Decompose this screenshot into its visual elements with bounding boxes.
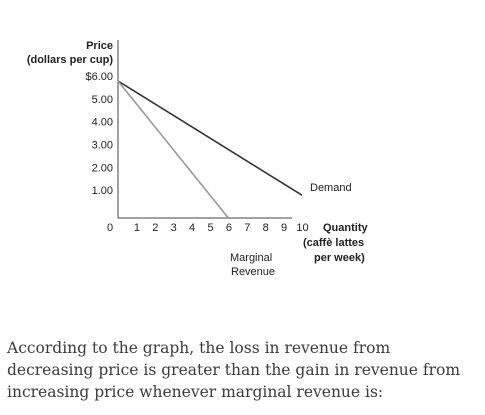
marginal-revenue-label-line-2: Revenue — [231, 266, 275, 278]
y-tick-label: 4.00 — [92, 117, 113, 129]
question-text: According to the graph, the loss in reve… — [7, 339, 461, 401]
y-axis-title: Price (dollars per cup) — [27, 40, 114, 66]
y-tick-label: 5.00 — [92, 94, 113, 106]
series-lines — [117, 80, 303, 219]
x-tick-labels: 0 1 2 3 4 5 6 7 8 9 10 — [107, 222, 309, 234]
x-axis-title-line-3: per week) — [314, 252, 365, 264]
x-tick-label: 3 — [171, 222, 177, 234]
x-tick-label: 7 — [244, 222, 250, 234]
y-tick-label: $6.00 — [85, 71, 113, 83]
x-tick-label: 9 — [281, 222, 287, 234]
y-axis-title-line-1: Price — [86, 40, 113, 52]
x-tick-label: 0 — [107, 222, 113, 234]
demand-line — [117, 80, 303, 196]
marginal-revenue-label-line-1: Marginal — [230, 252, 272, 264]
x-tick-label: 10 — [296, 222, 308, 234]
y-tick-label: 3.00 — [92, 140, 113, 152]
x-axis-title-line-1: Quantity — [323, 222, 368, 234]
demand-label: Demand — [310, 182, 352, 194]
y-tick-label: 2.00 — [92, 162, 113, 174]
x-tick-label: 2 — [152, 222, 158, 234]
x-tick-label: 8 — [263, 222, 269, 234]
marginal-revenue-line — [117, 80, 230, 219]
x-tick-label: 1 — [134, 222, 140, 234]
y-tick-label: 1.00 — [92, 185, 113, 197]
y-tick-labels: 1.00 2.00 3.00 4.00 5.00 $6.00 — [85, 71, 113, 197]
x-axis-title: Quantity (caffè lattes per week) — [303, 222, 368, 264]
x-tick-label: 5 — [207, 222, 213, 234]
demand-mr-chart: Price (dollars per cup) 1.00 2.00 3.00 4.00… — [27, 40, 368, 278]
x-tick-label: 4 — [189, 222, 195, 234]
x-tick-label: 6 — [226, 222, 232, 234]
y-axis-title-line-2: (dollars per cup) — [27, 54, 114, 66]
x-axis-title-line-2: (caffè lattes — [303, 237, 364, 249]
